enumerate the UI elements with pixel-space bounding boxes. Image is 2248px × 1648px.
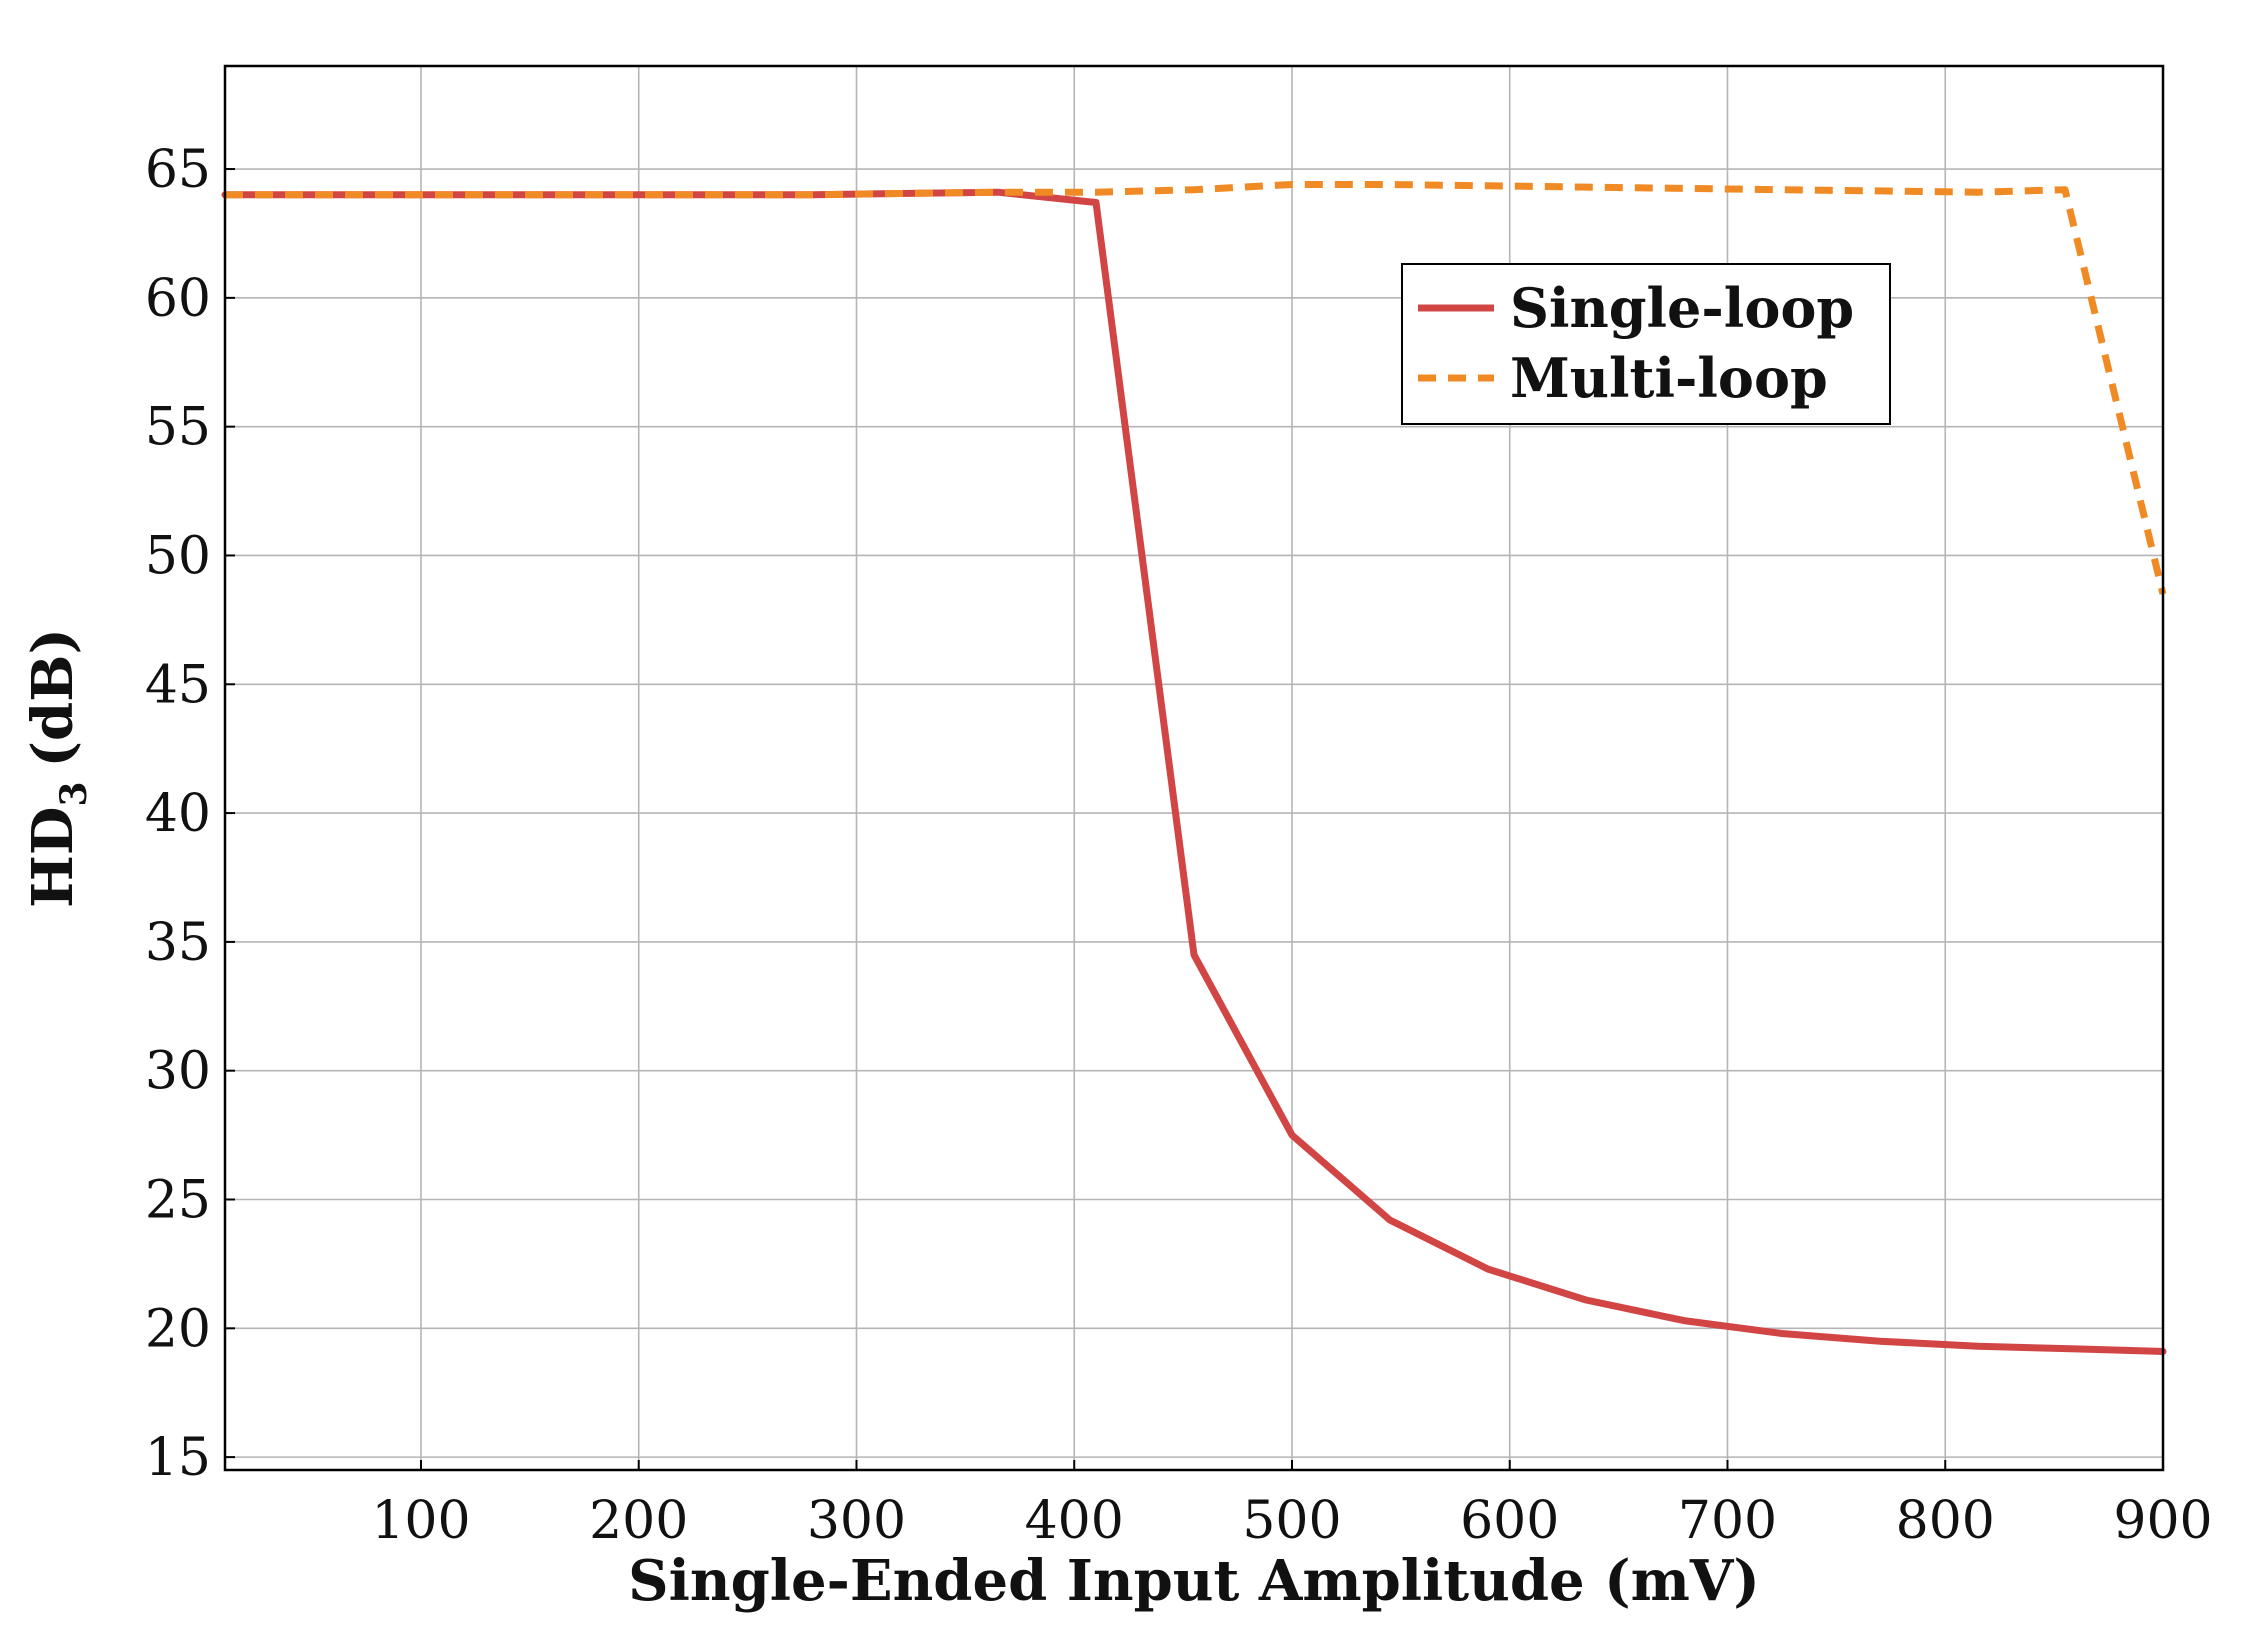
y-tick-labels: 15 20 25 30 35 40 45 50 55 60 65 xyxy=(145,140,211,1488)
y-tick-label-20: 20 xyxy=(145,1299,211,1359)
x-axis-title: Single-Ended Input Amplitude (mV) xyxy=(628,1548,1760,1614)
y-tick-label-45: 45 xyxy=(145,655,211,715)
y-axis-title-unit: (dB) xyxy=(20,628,86,767)
x-tick-label-400: 400 xyxy=(1025,1491,1124,1551)
x-tick-label-900: 900 xyxy=(2113,1491,2212,1551)
series-line-single-loop xyxy=(221,188,2167,1355)
y-tick-label-15: 15 xyxy=(145,1428,211,1488)
x-tick-label-200: 200 xyxy=(589,1491,688,1551)
x-tick-label-800: 800 xyxy=(1896,1491,1995,1551)
legend: Single-loop Multi-loop xyxy=(1401,263,1891,425)
series-group xyxy=(221,181,2167,1355)
y-tick-label-30: 30 xyxy=(145,1042,211,1102)
series-line-multi-loop xyxy=(225,181,2167,595)
legend-label-multi-loop: Multi-loop xyxy=(1510,346,1828,410)
y-axis-title-main: HD xyxy=(20,807,86,908)
y-tick-label-65: 65 xyxy=(145,140,211,200)
x-tick-labels: 100 200 300 400 500 600 700 800 900 xyxy=(371,1491,2212,1551)
legend-label-single-loop: Single-loop xyxy=(1510,276,1854,340)
y-tick-label-40: 40 xyxy=(145,784,211,844)
y-tick-label-35: 35 xyxy=(145,913,211,973)
x-tick-label-700: 700 xyxy=(1678,1491,1777,1551)
y-tick-label-55: 55 xyxy=(145,398,211,458)
y-tick-label-60: 60 xyxy=(145,269,211,329)
y-axis-title: HD3 (dB) xyxy=(20,628,95,908)
x-tick-label-500: 500 xyxy=(1242,1491,1341,1551)
x-tick-label-600: 600 xyxy=(1460,1491,1559,1551)
x-tick-label-100: 100 xyxy=(371,1491,470,1551)
legend-box xyxy=(1401,263,1891,425)
x-tick-label-300: 300 xyxy=(807,1491,906,1551)
y-axis-title-subscript: 3 xyxy=(53,781,95,806)
y-tick-label-50: 50 xyxy=(145,526,211,586)
plot-frame xyxy=(223,64,2165,1472)
y-tick-label-25: 25 xyxy=(145,1171,211,1231)
